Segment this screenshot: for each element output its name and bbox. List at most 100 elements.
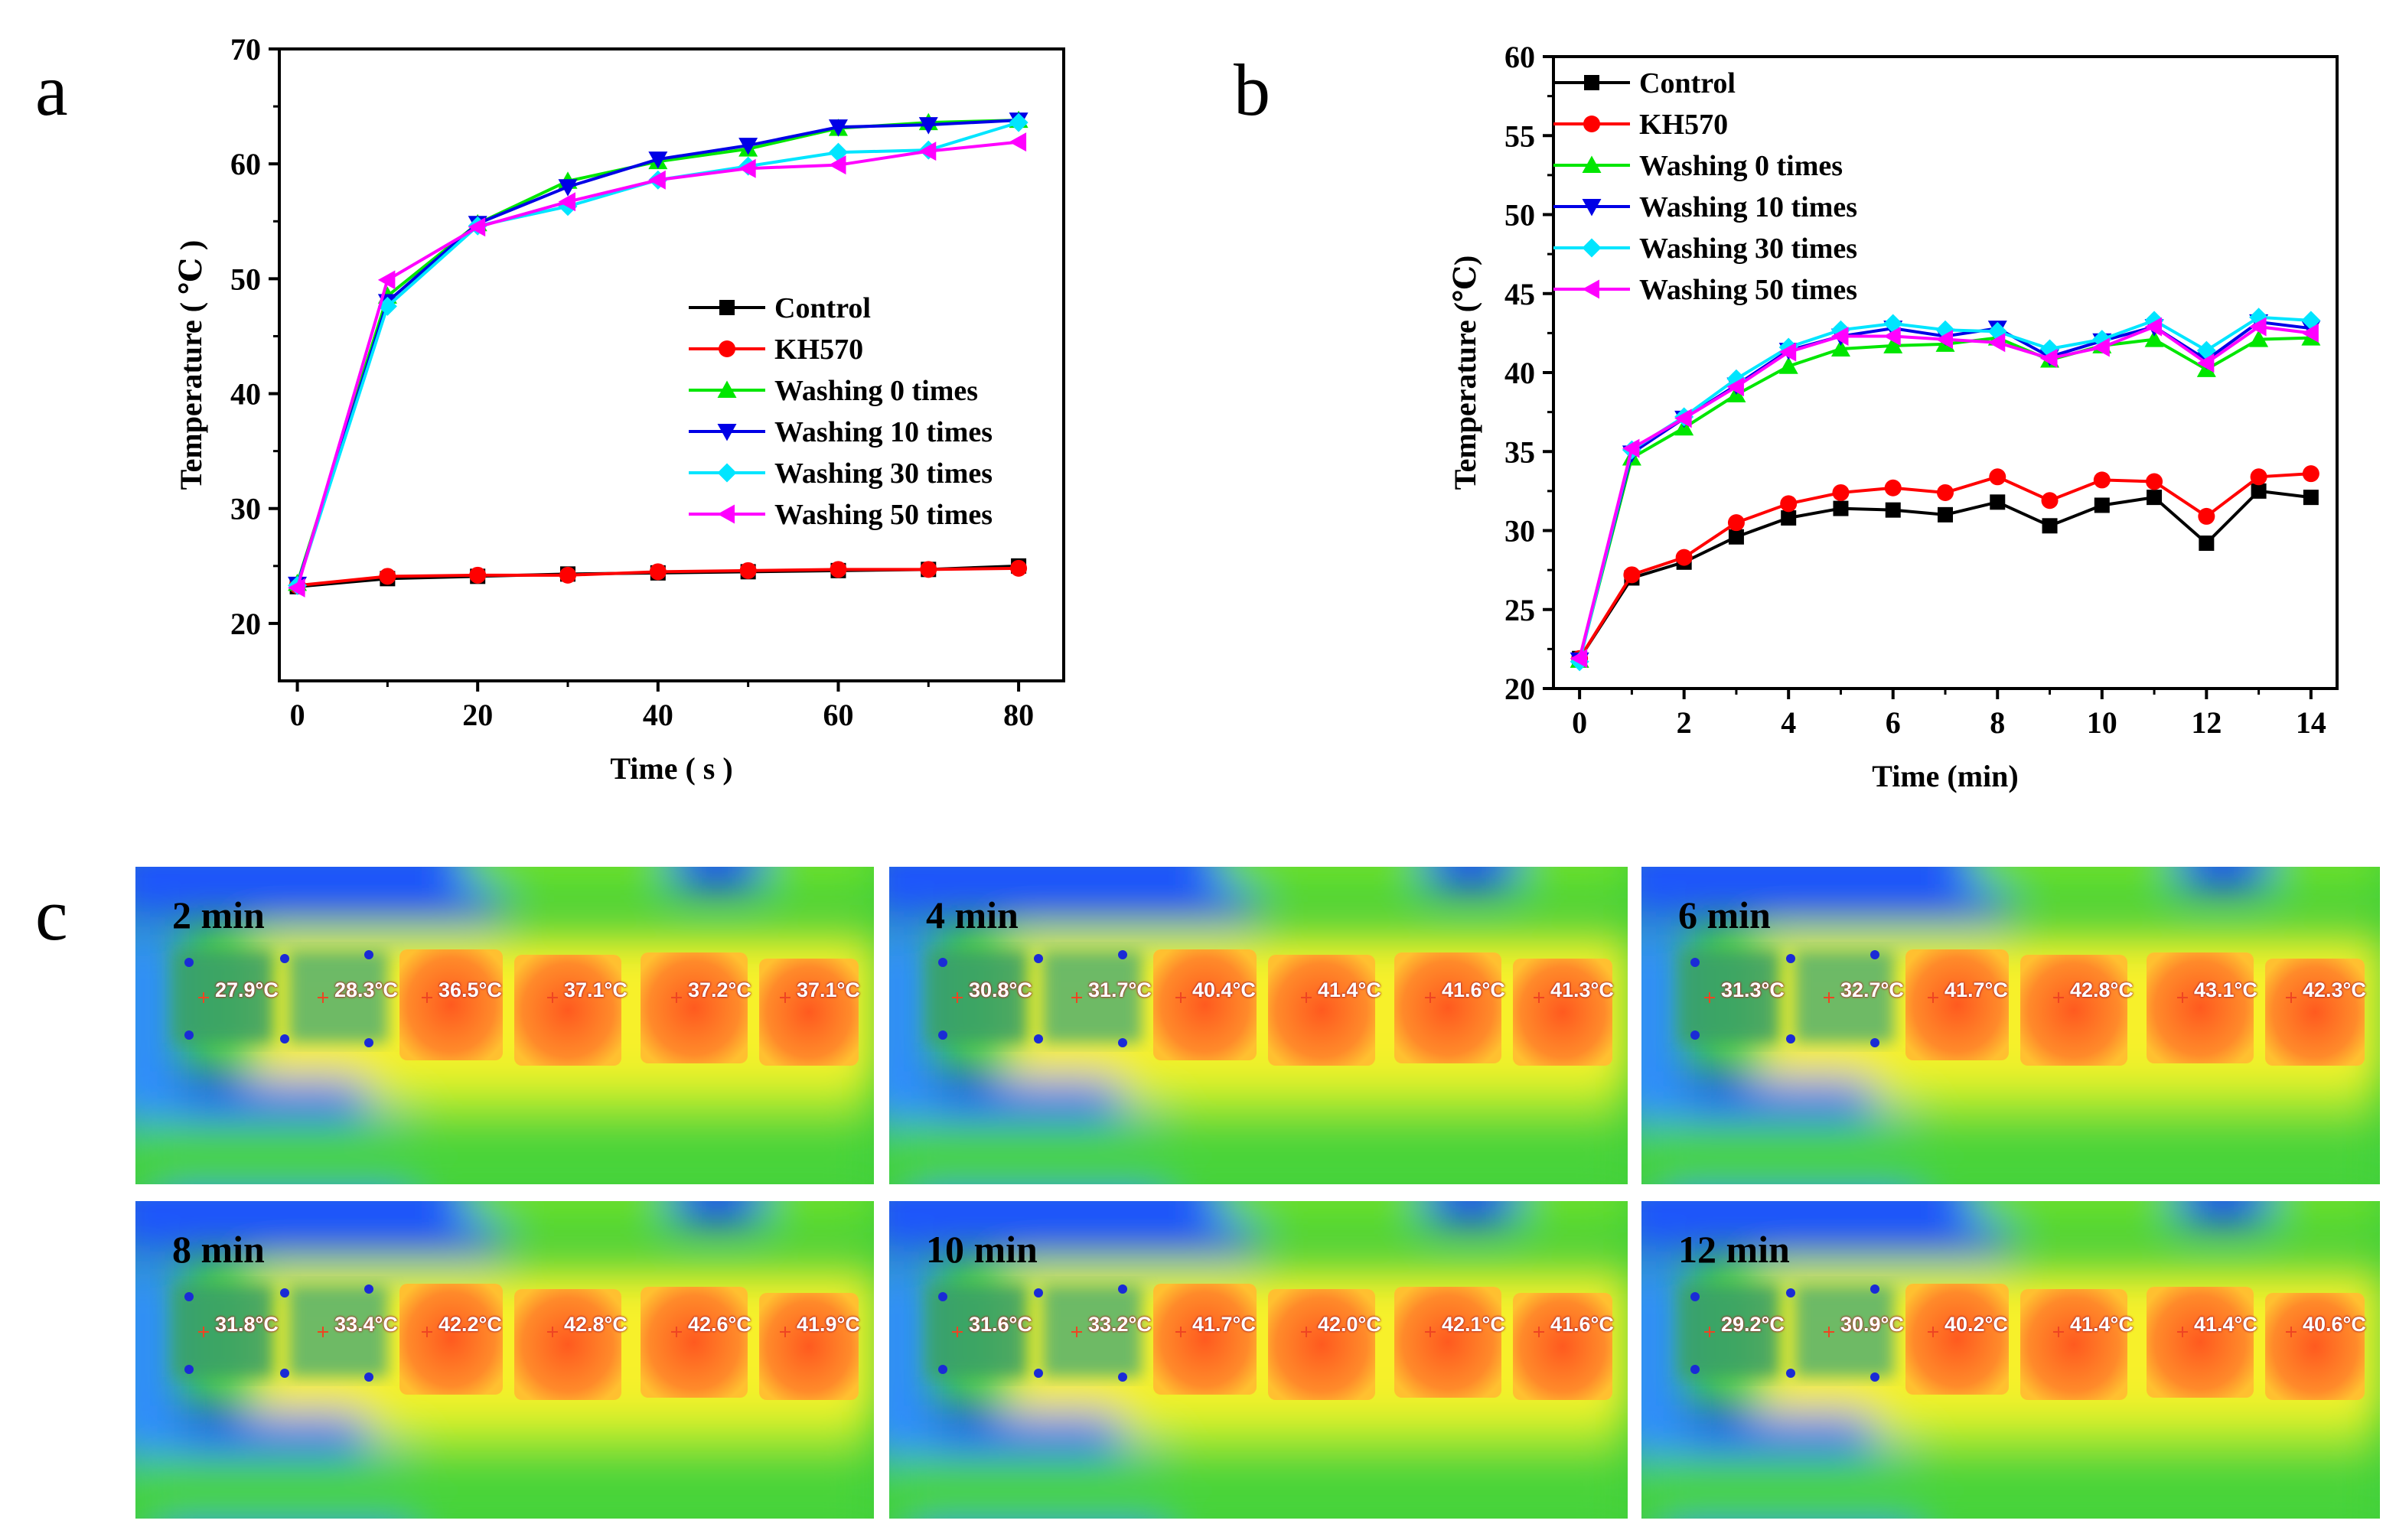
data-point bbox=[1990, 494, 2006, 510]
temperature-reading: 40.2°C bbox=[1945, 1313, 2008, 1336]
thermal-image-tile: 12 min 29.2°C 30.9°C 40.2°C 41.4°C 41.4°C 40.6… bbox=[1641, 1201, 2380, 1519]
data-point bbox=[1726, 377, 1744, 397]
x-tick-label: 14 bbox=[2296, 705, 2326, 740]
measurement-crosshair-icon bbox=[1301, 992, 1312, 1003]
measurement-crosshair-icon bbox=[422, 1327, 432, 1337]
y-tick-label: 45 bbox=[1504, 277, 1535, 311]
temperature-reading: 41.7°C bbox=[1945, 978, 2008, 1001]
measurement-crosshair-icon bbox=[1704, 1327, 1715, 1337]
x-tick-label: 8 bbox=[1990, 705, 2005, 740]
data-point bbox=[1622, 438, 1640, 458]
y-tick-label: 25 bbox=[1504, 593, 1535, 627]
measurement-crosshair-icon bbox=[780, 1327, 791, 1337]
temperature-reading: 41.6°C bbox=[1550, 1313, 1614, 1336]
y-tick-label: 60 bbox=[230, 147, 261, 181]
data-point bbox=[558, 192, 576, 212]
temperature-reading: 43.1°C bbox=[2194, 978, 2257, 1001]
y-tick-label: 20 bbox=[230, 607, 261, 641]
thermal-image-tile: 2 min 27.9°C 28.3°C 36.5°C 37.1°C 37.2°C 37.1°… bbox=[135, 867, 874, 1184]
x-tick-label: 40 bbox=[643, 698, 673, 732]
measurement-crosshair-icon bbox=[1425, 1327, 1436, 1337]
temperature-reading: 42.3°C bbox=[2303, 978, 2366, 1001]
data-point bbox=[2040, 348, 2058, 368]
thermal-time-label: 4 min bbox=[926, 894, 1019, 936]
temperature-reading: 31.3°C bbox=[1721, 978, 1785, 1001]
data-point bbox=[1937, 483, 1954, 501]
legend-entry: Washing 30 times bbox=[1639, 233, 1857, 265]
legend-marker bbox=[1582, 155, 1602, 173]
temperature-reading: 41.6°C bbox=[1442, 978, 1505, 1001]
legend-entry: Washing 50 times bbox=[1639, 274, 1857, 306]
y-tick-label: 30 bbox=[1504, 514, 1535, 549]
data-point bbox=[2041, 492, 2059, 510]
thermal-image bbox=[1641, 1201, 2380, 1519]
data-point bbox=[2093, 471, 2111, 489]
data-point bbox=[2196, 353, 2215, 373]
y-tick-label: 40 bbox=[1504, 356, 1535, 390]
temperature-reading: 40.6°C bbox=[2303, 1313, 2366, 1336]
x-tick-label: 10 bbox=[2087, 705, 2117, 740]
data-point bbox=[377, 270, 396, 290]
temperature-reading: 32.7°C bbox=[1840, 978, 1904, 1001]
y-tick-label: 70 bbox=[230, 32, 261, 67]
data-point bbox=[1987, 333, 2006, 353]
temperature-reading: 41.4°C bbox=[1318, 978, 1381, 1001]
y-tick-label: 35 bbox=[1504, 435, 1535, 469]
data-point bbox=[1833, 500, 1849, 516]
x-tick-label: 6 bbox=[1886, 705, 1901, 740]
temperature-reading: 30.8°C bbox=[969, 978, 1032, 1001]
data-point bbox=[2302, 465, 2319, 483]
temperature-reading: 37.2°C bbox=[688, 978, 751, 1001]
legend-marker bbox=[719, 340, 735, 357]
data-point bbox=[2301, 323, 2319, 343]
data-point bbox=[1674, 409, 1692, 428]
y-tick-label: 55 bbox=[1504, 119, 1535, 153]
legend: Control KH570 Washing 0 times Washing 10 ti… bbox=[1553, 67, 1857, 306]
x-axis-label: Time ( s ) bbox=[610, 751, 732, 786]
panel-label-c: c bbox=[35, 874, 68, 956]
y-axis-label: Temperature (℃) bbox=[1448, 256, 1482, 490]
temperature-reading: 42.8°C bbox=[2070, 978, 2134, 1001]
measurement-crosshair-icon bbox=[547, 992, 558, 1003]
legend-entry: Washing 0 times bbox=[774, 375, 978, 407]
series-kh570 bbox=[1571, 465, 2319, 667]
measurement-crosshair-icon bbox=[1928, 1327, 1938, 1337]
temperature-reading: 42.1°C bbox=[1442, 1313, 1505, 1336]
data-point bbox=[1010, 559, 1028, 577]
data-point bbox=[738, 138, 758, 155]
data-point bbox=[1727, 514, 1745, 532]
measurement-crosshair-icon bbox=[780, 992, 791, 1003]
measurement-crosshair-icon bbox=[952, 1327, 963, 1337]
measurement-crosshair-icon bbox=[671, 992, 682, 1003]
legend-marker bbox=[717, 380, 737, 398]
data-point bbox=[469, 566, 487, 584]
data-point bbox=[1883, 327, 1901, 347]
temperature-reading: 42.6°C bbox=[688, 1313, 751, 1336]
data-point bbox=[288, 578, 305, 597]
legend-entry: Washing 50 times bbox=[774, 499, 993, 531]
temperature-reading: 37.1°C bbox=[564, 978, 628, 1001]
data-point bbox=[1780, 495, 1798, 513]
temperature-reading: 41.7°C bbox=[1192, 1313, 1256, 1336]
measurement-crosshair-icon bbox=[1928, 992, 1938, 1003]
data-point bbox=[1883, 336, 1903, 353]
chart-b: 0 2 4 6 8 10 12 14 20 25 30 35 40 45 50 55 60 Time (min) T… bbox=[1448, 40, 2339, 793]
legend-entry: Washing 10 times bbox=[774, 416, 993, 448]
measurement-crosshair-icon bbox=[1301, 1327, 1312, 1337]
data-point bbox=[2094, 497, 2110, 513]
thermal-time-label: 12 min bbox=[1678, 1228, 1790, 1271]
x-tick-label: 0 bbox=[290, 698, 305, 732]
chart-a: 0 20 40 60 80 20 30 40 50 60 70 Time ( s ) Temperatu… bbox=[174, 32, 1065, 786]
temperature-reading: 42.2°C bbox=[438, 1313, 502, 1336]
data-point bbox=[828, 119, 848, 137]
temperature-reading: 31.6°C bbox=[969, 1313, 1032, 1336]
temperature-reading: 41.3°C bbox=[1550, 978, 1614, 1001]
data-point bbox=[468, 217, 486, 237]
thermal-image-tile: 6 min 31.3°C 32.7°C 41.7°C 42.8°C 43.1°C 42.3°… bbox=[1641, 867, 2380, 1184]
data-point bbox=[648, 170, 666, 190]
data-point bbox=[2303, 490, 2319, 506]
data-point bbox=[920, 561, 937, 578]
legend-marker bbox=[1582, 279, 1599, 299]
data-point bbox=[559, 566, 577, 584]
plot-frame bbox=[278, 47, 1065, 682]
